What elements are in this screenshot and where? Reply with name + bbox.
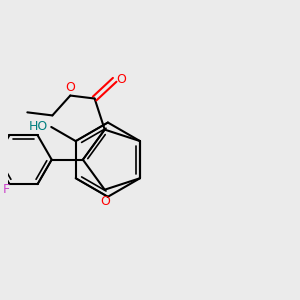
Text: O: O: [116, 73, 126, 85]
Text: O: O: [65, 81, 75, 94]
Text: HO: HO: [29, 121, 48, 134]
Text: F: F: [2, 183, 10, 196]
Text: O: O: [100, 195, 110, 208]
